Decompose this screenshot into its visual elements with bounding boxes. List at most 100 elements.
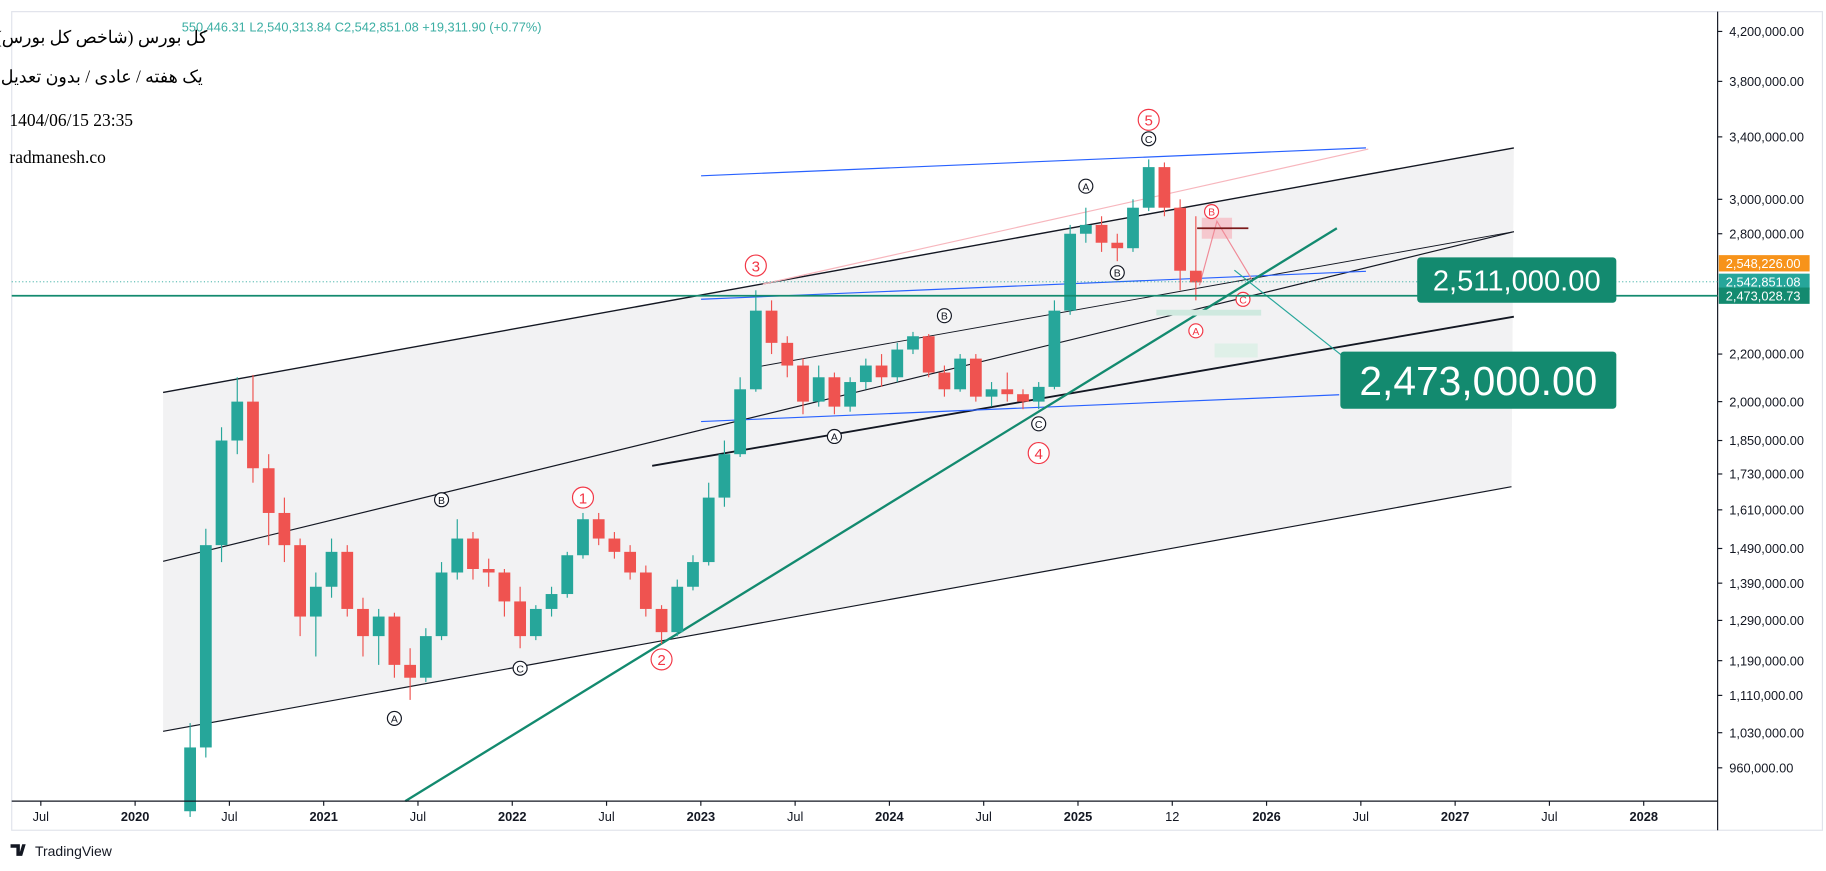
wave-label-circle [1109,265,1125,281]
price-label-box [1718,273,1810,290]
channel-top [162,147,1514,394]
price-label-box [1718,255,1810,272]
candle-body [482,568,495,573]
candle-body [577,519,589,556]
candle-body [938,372,951,390]
candle-body [278,512,291,546]
y-tick-label: 3,400,000.00 [1729,130,1804,145]
title: کل بورس (شاخص کل بورس) [0,27,208,48]
candle-body [1001,389,1014,395]
candle-body [797,365,809,402]
candle-body [1095,224,1108,243]
candle-body [545,594,558,609]
candle-body [954,358,967,390]
x-tick-label: Jul [1353,809,1369,824]
wave-label: B [1114,269,1121,280]
x-tick-label: 2026 [1252,809,1280,824]
wave-label-circle [826,428,842,445]
candle-body [781,342,794,366]
candle-body [247,401,259,469]
candle-body [1048,310,1061,387]
y-tick-label: 1,730,000.00 [1729,467,1804,482]
subtitle: یک هفته / عادی / بدون تعدیل [1,67,203,88]
candle-body [608,538,621,552]
candle-body [529,608,542,637]
candle-body [1064,233,1077,311]
candle-body [357,608,369,637]
zone [1156,309,1262,316]
candle-body [1079,224,1092,234]
candle-body [199,545,212,748]
x-tick-label: 2025 [1064,809,1092,824]
x-tick-label: 2021 [309,809,337,824]
candle-body [765,310,778,343]
wave-label-circle [744,254,767,277]
candle-body [498,572,511,602]
candle-body [435,572,448,637]
candle-body [907,336,919,350]
y-tick-label: 2,200,000.00 [1729,347,1804,362]
x-tick-label: 2028 [1629,809,1657,824]
wave-label: B [438,496,445,507]
y-tick-label: 1,110,000.00 [1729,688,1803,703]
wave-label: C [1145,135,1153,146]
candle-body [231,401,244,441]
wave-label-circle [571,486,595,509]
wave-label-circle [1078,178,1094,194]
callout-box [1417,257,1617,303]
x-tick-label: 2023 [687,809,715,824]
y-tick-label: 1,390,000.00 [1729,576,1804,591]
candle-body [859,365,872,383]
logo: TradingView [10,843,113,859]
candle-body [671,586,684,633]
trend-line [404,227,1338,803]
candle-body [451,538,464,573]
candle-body [467,538,479,569]
x-tick-label: 2027 [1441,809,1469,824]
x-tick-label: 2020 [121,809,149,824]
wave-label: 4 [1034,446,1042,463]
wave-label-circle [512,660,528,676]
brand: TradingView [35,843,113,859]
price-label-box [1718,287,1810,304]
callout-box [1340,351,1617,409]
channel-bottom [162,486,1512,732]
callout-text: 2,473,000.00 [1359,358,1597,404]
candle-body [702,497,715,563]
candle-body [1032,386,1045,402]
candle-body [1111,242,1124,249]
candle-body [215,440,228,546]
site: radmanesh.co [9,147,106,167]
wave-label-circle [1203,204,1220,220]
candle-body [372,616,385,637]
pink-line [762,148,1369,285]
candle-body [1158,167,1171,208]
wave-label: A [1192,327,1199,338]
logo-icon [10,844,26,856]
candle-body [969,358,982,397]
x-tick-label: Jul [33,809,49,824]
candle-body [325,551,338,587]
x-tick-label: Jul [976,809,992,824]
candle-body [184,747,197,812]
candle-body [419,636,432,678]
y-tick-label: 3,800,000.00 [1729,74,1804,89]
candle-body [891,349,904,378]
candle-body [749,310,762,390]
y-tick-label: 1,290,000.00 [1729,613,1804,628]
candle-body [1017,394,1029,402]
candle-body [985,389,998,397]
wave-label-circle [936,308,952,324]
y-tick-label: 1,490,000.00 [1729,541,1804,556]
candle-body [718,454,731,498]
callout-text: 2,511,000.00 [1433,266,1601,298]
target-line [1234,269,1342,356]
blue-line [701,147,1366,177]
candle-body [1189,270,1202,283]
candle-body [262,468,275,513]
blue-line [701,270,1366,300]
candle-body [592,519,605,539]
wave-label: C [1035,420,1043,431]
wave-label: A [391,714,398,725]
